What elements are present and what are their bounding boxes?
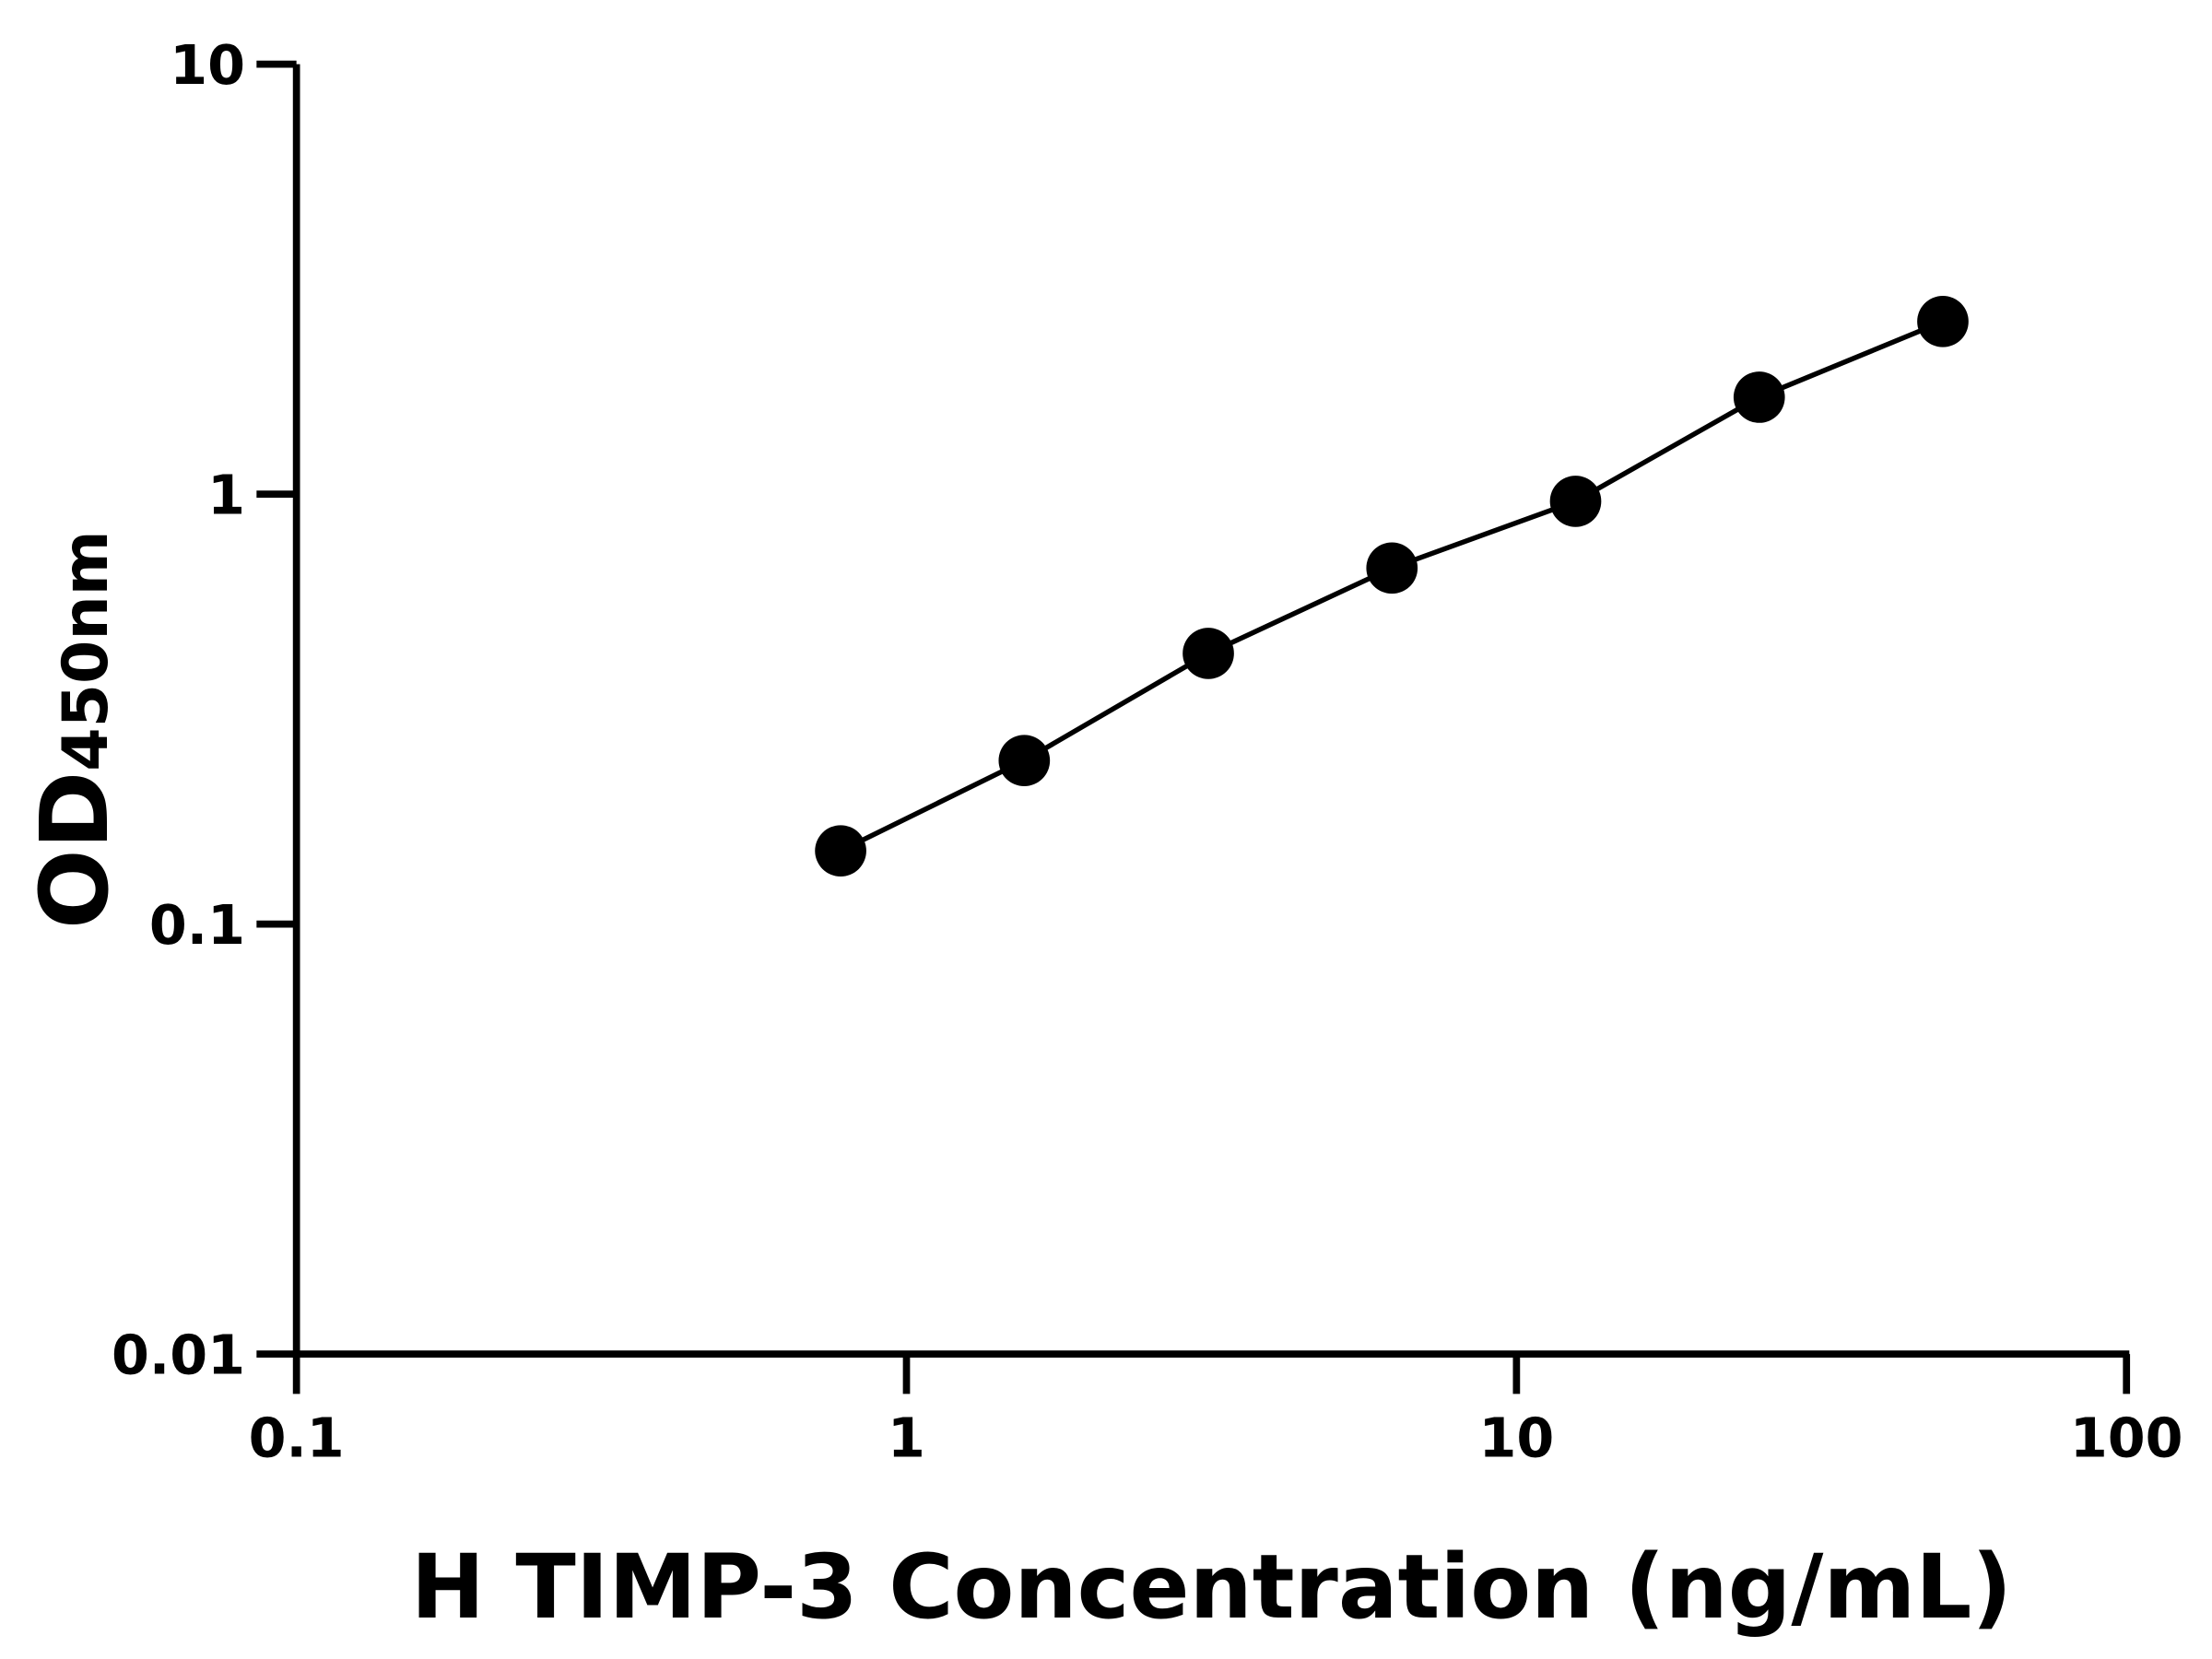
y-tick-label: 0.1 <box>149 893 245 957</box>
y-tick-label: 0.01 <box>112 1324 245 1387</box>
data-point <box>998 735 1051 787</box>
data-point <box>1549 476 1602 527</box>
y-axis-label: OD450nm <box>20 530 130 929</box>
data-point <box>815 825 866 877</box>
x-tick-label: 10 <box>1478 1406 1554 1469</box>
data-point <box>1917 295 1969 347</box>
data-point <box>1366 542 1418 594</box>
data-point <box>1733 371 1785 423</box>
x-axis-label: H TIMP-3 Concentration (ng/mL) <box>411 1535 2012 1639</box>
y-tick-label: 10 <box>170 33 245 97</box>
y-axis-label-sub: 450nm <box>50 530 123 771</box>
x-tick-label: 1 <box>888 1406 925 1469</box>
y-axis-label-main: OD <box>20 771 130 929</box>
series <box>815 295 1969 877</box>
x-tick-label: 100 <box>2070 1406 2183 1469</box>
axes <box>292 64 2130 1358</box>
x-tick-label: 0.1 <box>249 1406 345 1469</box>
data-point <box>1182 628 1234 679</box>
y-tick-label: 1 <box>207 464 245 527</box>
